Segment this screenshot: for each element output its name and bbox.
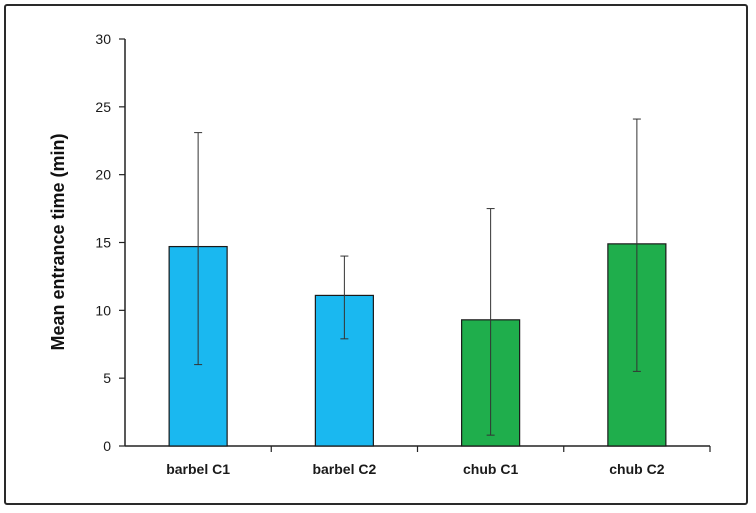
y-tick-label: 10	[95, 302, 111, 318]
y-tick-label: 30	[95, 31, 111, 47]
x-tick-label: barbel C2	[312, 461, 376, 477]
y-tick-label: 25	[95, 99, 111, 115]
y-tick-label: 5	[103, 370, 111, 386]
y-tick-label: 0	[103, 438, 111, 454]
x-tick-label: chub C2	[609, 461, 664, 477]
y-tick-label: 20	[95, 167, 111, 183]
error-bars	[194, 118, 641, 436]
x-tick-label: barbel C1	[166, 461, 230, 477]
bars	[168, 243, 667, 447]
y-axis-title: Mean entrance time (min)	[48, 133, 68, 350]
y-tick-label: 15	[95, 235, 111, 251]
y-ticks: 0 5 10 15 20 25 30	[95, 31, 125, 454]
x-tick-labels: barbel C1 barbel C2 chub C1 chub C2	[166, 446, 711, 477]
x-tick-label: chub C1	[463, 461, 518, 477]
